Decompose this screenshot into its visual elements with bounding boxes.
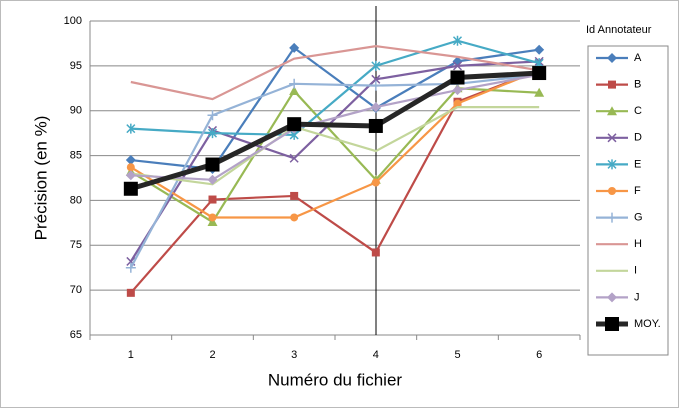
marker bbox=[532, 66, 547, 81]
marker bbox=[205, 157, 220, 172]
marker bbox=[126, 288, 135, 297]
marker bbox=[125, 170, 136, 181]
marker bbox=[534, 87, 545, 97]
legend-label: G bbox=[634, 212, 643, 224]
y-tick-label: 95 bbox=[70, 60, 82, 72]
x-tick-label: 4 bbox=[373, 349, 379, 361]
marker bbox=[607, 292, 617, 303]
marker bbox=[368, 118, 383, 133]
legend-label: F bbox=[634, 185, 641, 197]
legend-label: E bbox=[634, 158, 641, 170]
series-line bbox=[130, 70, 540, 192]
marker bbox=[452, 61, 463, 71]
marker bbox=[608, 187, 616, 195]
x-tick-label: 5 bbox=[454, 349, 460, 361]
marker bbox=[453, 99, 462, 108]
y-tick-label: 75 bbox=[70, 239, 82, 251]
y-tick-label: 100 bbox=[64, 15, 82, 27]
marker bbox=[289, 42, 300, 53]
series-line bbox=[130, 106, 540, 186]
x-tick-label: 3 bbox=[291, 349, 297, 361]
marker bbox=[126, 163, 135, 172]
legend-box bbox=[587, 45, 669, 356]
legend-label: C bbox=[634, 105, 642, 117]
y-tick-label: 90 bbox=[70, 105, 82, 117]
marker bbox=[371, 74, 381, 84]
marker bbox=[290, 191, 299, 200]
y-tick-label: 80 bbox=[70, 194, 82, 206]
legend-label: D bbox=[634, 132, 642, 144]
marker bbox=[534, 44, 545, 55]
marker bbox=[607, 159, 617, 170]
y-axis-title: Précision (en %) bbox=[31, 116, 50, 241]
series-line bbox=[130, 87, 540, 224]
legend-title: Id Annotateur bbox=[586, 24, 652, 36]
marker bbox=[371, 60, 381, 71]
marker bbox=[370, 80, 381, 91]
marker bbox=[290, 213, 299, 222]
marker bbox=[370, 102, 381, 113]
marker bbox=[607, 212, 617, 223]
marker bbox=[207, 128, 218, 139]
marker bbox=[289, 78, 300, 89]
marker bbox=[371, 178, 380, 187]
x-tick-label: 1 bbox=[128, 349, 134, 361]
x-axis-title: Numéro du fichier bbox=[268, 370, 403, 389]
legend-label: H bbox=[634, 238, 642, 250]
marker bbox=[208, 213, 217, 222]
y-tick-label: 65 bbox=[70, 329, 82, 341]
marker bbox=[371, 248, 380, 257]
marker bbox=[207, 174, 218, 185]
series-line bbox=[130, 45, 540, 101]
marker bbox=[450, 70, 465, 85]
marker bbox=[607, 133, 617, 143]
y-tick-label: 70 bbox=[70, 284, 82, 296]
series-line bbox=[130, 69, 540, 294]
marker bbox=[289, 153, 299, 163]
legend-label: B bbox=[634, 79, 641, 91]
marker bbox=[607, 106, 617, 116]
marker bbox=[207, 110, 218, 121]
series-line bbox=[130, 69, 540, 219]
legend-label: MOY. bbox=[634, 318, 661, 330]
legend-label: J bbox=[634, 291, 640, 303]
series-line bbox=[130, 39, 540, 137]
marker bbox=[125, 155, 136, 166]
y-tick-label: 85 bbox=[70, 149, 82, 161]
marker bbox=[608, 80, 616, 89]
marker bbox=[289, 85, 300, 95]
legend-label: A bbox=[634, 52, 642, 64]
marker bbox=[125, 262, 136, 273]
marker bbox=[452, 85, 463, 96]
marker bbox=[123, 181, 138, 196]
marker bbox=[452, 35, 463, 46]
x-tick-label: 2 bbox=[209, 349, 215, 361]
marker bbox=[287, 117, 302, 132]
marker bbox=[605, 317, 619, 331]
marker bbox=[607, 53, 617, 63]
legend-label: I bbox=[634, 265, 637, 277]
series-line bbox=[130, 73, 540, 181]
marker bbox=[208, 195, 217, 204]
marker bbox=[126, 123, 136, 134]
x-tick-label: 6 bbox=[536, 349, 542, 361]
series-line bbox=[129, 73, 540, 269]
